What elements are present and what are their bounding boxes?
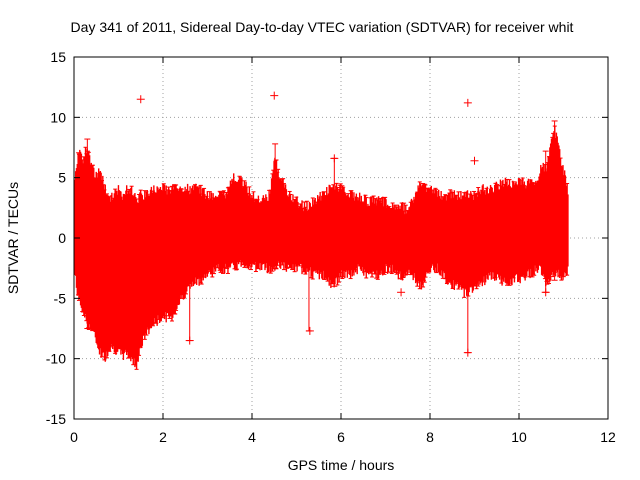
y-tick-label: 15 [50,49,66,65]
y-axis-label: SDTVAR / TECUs [5,182,21,294]
y-tick-label: -10 [46,351,66,367]
x-tick-label: 0 [70,429,78,445]
y-tick-label: -5 [54,290,67,306]
axis-ticks: 0 2 4 6 8 10 12 -15 -10 -5 0 5 10 15 [46,49,616,445]
y-tick-label: -15 [46,411,66,427]
y-tick-label: 5 [58,170,66,186]
y-tick-label: 0 [58,230,66,246]
x-tick-label: 8 [426,429,434,445]
x-tick-label: 10 [511,429,527,445]
x-tick-label: 2 [159,429,167,445]
y-tick-label: 10 [50,109,66,125]
x-tick-label: 12 [600,429,616,445]
data-series [74,91,570,370]
chart-title: Day 341 of 2011, Sidereal Day-to-day VTE… [71,19,574,35]
x-tick-label: 4 [248,429,256,445]
x-axis-label: GPS time / hours [288,457,395,473]
x-tick-label: 6 [337,429,345,445]
